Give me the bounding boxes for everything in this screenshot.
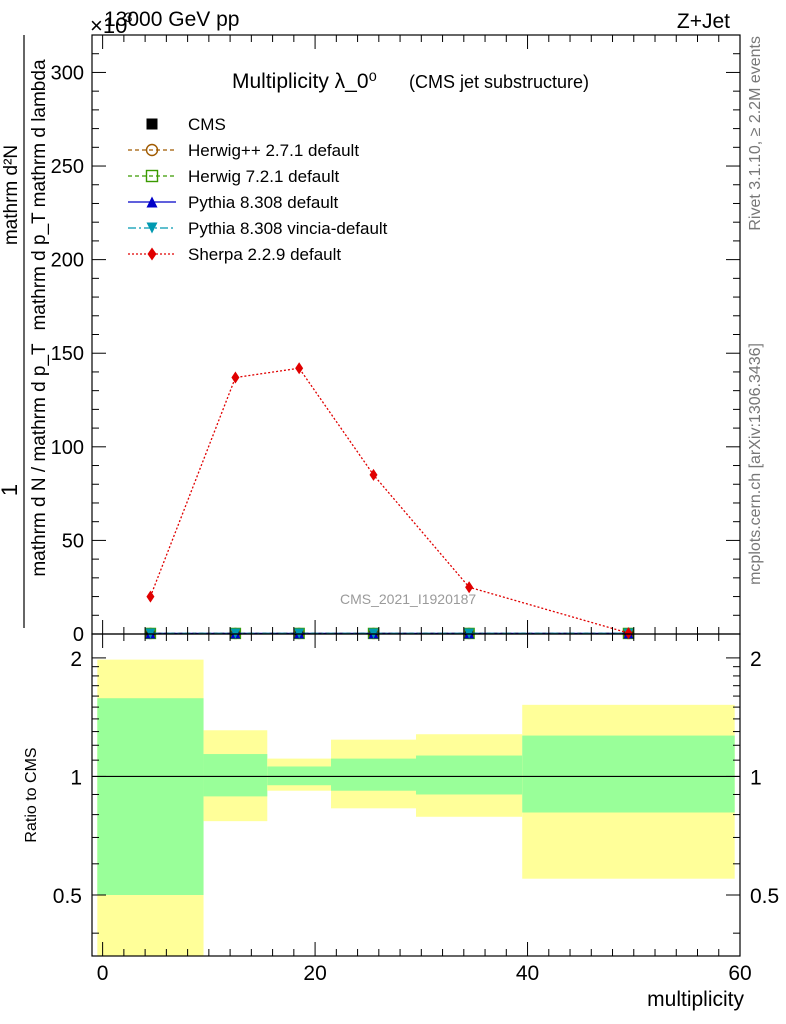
- legend-label: Pythia 8.308 default: [188, 193, 339, 212]
- main-y-tick-label: 300: [51, 62, 84, 84]
- legend-marker: [145, 169, 159, 183]
- ratio-x-ticks: 0 20 40 60: [97, 35, 752, 985]
- ratio-y-tick-label: 2: [70, 648, 82, 671]
- x-tick-label: 0: [97, 962, 109, 985]
- chart-title: Multiplicity λ_0⁰: [232, 70, 377, 93]
- main-y-tick-label: 0: [73, 624, 84, 646]
- ratio-y-ticks: 0.5 0.5 1 1 2 2: [53, 648, 779, 934]
- ratio-stat-band: [522, 735, 735, 813]
- main-y-tick-label: 150: [51, 343, 84, 365]
- x-tick-label: 40: [516, 962, 539, 985]
- legend-item: Herwig++ 2.7.1 default: [128, 141, 359, 160]
- legend-marker: [147, 247, 157, 261]
- chart-subtitle: (CMS jet substructure): [409, 72, 589, 92]
- data-point: [295, 362, 304, 375]
- data-point: [624, 627, 633, 640]
- mcplots-label: mcplots.cern.ch [arXiv:1306.3436]: [747, 343, 764, 585]
- energy-label: 13000 GeV pp: [104, 8, 239, 31]
- ylabel-denominator: mathrm d p_T mathrm d lambda: [29, 59, 50, 330]
- rivet-label: Rivet 3.1.10, ≥ 2.2M events: [747, 36, 764, 231]
- x-tick-label: 60: [728, 962, 751, 985]
- ratio-panel: 0.5 0.5 1 1 2 2 0 20 40 60 Ratio to CMS multipli…: [23, 35, 779, 1011]
- ratio-y-axis-label: Ratio to CMS: [23, 747, 40, 842]
- legend-label: Herwig 7.2.1 default: [188, 167, 339, 186]
- data-point: [146, 590, 155, 603]
- main-y-tick-label: 250: [51, 156, 84, 178]
- x-axis-label: multiplicity: [647, 988, 744, 1011]
- main-y-tick-label: 100: [51, 437, 84, 459]
- main-y-ticks: 0 50 100 150 200 250 300: [51, 34, 740, 646]
- legend-marker: [146, 118, 158, 130]
- ratio-y-tick-label: 1: [70, 766, 82, 789]
- legend-label: Pythia 8.308 vincia-default: [188, 219, 388, 238]
- ylabel-one: 1: [0, 484, 22, 496]
- ratio-y-tick-label-right: 1: [750, 766, 762, 789]
- legend-marker: [146, 222, 158, 234]
- main-y-axis-label: 1 mathrm d N / mathrm d p_T mathrm d²N m…: [0, 35, 50, 628]
- legend-item: Herwig 7.2.1 default: [128, 167, 339, 186]
- exponent-marker: ×10: [90, 13, 127, 38]
- legend-label: Herwig++ 2.7.1 default: [188, 141, 359, 160]
- ratio-stat-band: [97, 698, 204, 895]
- ratio-stat-band: [416, 755, 523, 795]
- ylabel-main: mathrm d N / mathrm d p_T: [29, 343, 50, 577]
- legend-item: CMS: [146, 115, 226, 134]
- ratio-y-tick-label: 0.5: [53, 885, 82, 908]
- exponent-value: -3: [120, 9, 133, 25]
- legend-label: CMS: [188, 115, 226, 134]
- ratio-y-tick-label-right: 0.5: [750, 885, 779, 908]
- ratio-y-tick-label-right: 2: [750, 648, 762, 671]
- ratio-frame: [91, 633, 741, 957]
- series-5: [146, 362, 633, 640]
- legend: CMS Herwig++ 2.7.1 default Herwig 7.2.1 de…: [128, 115, 388, 264]
- legend-item: Pythia 8.308 vincia-default: [128, 219, 388, 238]
- ratio-stat-band: [203, 754, 268, 797]
- ratio-bands: [97, 659, 735, 956]
- legend-label: Sherpa 2.2.9 default: [188, 245, 341, 264]
- legend-marker: [146, 196, 158, 208]
- data-point: [465, 581, 474, 594]
- main-y-tick-label: 200: [51, 250, 84, 272]
- data-point: [231, 371, 240, 384]
- ratio-stat-band: [331, 758, 416, 791]
- process-label: Z+Jet: [677, 10, 730, 33]
- series-line: [149, 367, 629, 634]
- x-tick-label: 20: [303, 962, 326, 985]
- legend-marker: [145, 143, 159, 157]
- legend-item: Sherpa 2.2.9 default: [128, 245, 341, 264]
- watermark: CMS_2021_I1920187: [340, 591, 476, 607]
- main-panel: Multiplicity λ_0⁰ (CMS jet substructure)…: [0, 34, 741, 646]
- legend-item: Pythia 8.308 default: [128, 193, 339, 212]
- ylabel-numerator: mathrm d²N: [1, 145, 22, 245]
- main-y-tick-label: 50: [62, 530, 84, 552]
- data-point: [369, 468, 378, 481]
